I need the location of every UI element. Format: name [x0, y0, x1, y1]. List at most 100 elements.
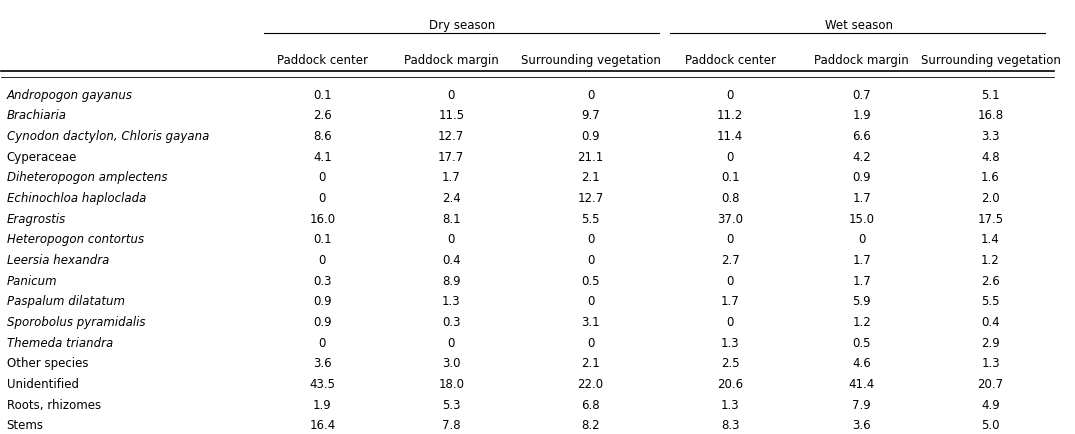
Text: 1.7: 1.7: [720, 295, 740, 308]
Text: 0: 0: [318, 171, 326, 184]
Text: 5.9: 5.9: [852, 295, 871, 308]
Text: 0.4: 0.4: [442, 253, 460, 266]
Text: 2.1: 2.1: [582, 356, 600, 369]
Text: Diheteropogon amplectens: Diheteropogon amplectens: [6, 171, 167, 184]
Text: 1.2: 1.2: [852, 315, 871, 328]
Text: 0: 0: [447, 89, 455, 102]
Text: 2.1: 2.1: [582, 171, 600, 184]
Text: Sporobolus pyramidalis: Sporobolus pyramidalis: [6, 315, 145, 328]
Text: 21.1: 21.1: [577, 150, 604, 163]
Text: 2.9: 2.9: [981, 336, 1000, 349]
Text: 2.0: 2.0: [981, 191, 1000, 204]
Text: 0.7: 0.7: [852, 89, 871, 102]
Text: 9.7: 9.7: [582, 109, 600, 122]
Text: 7.8: 7.8: [442, 418, 460, 431]
Text: 1.7: 1.7: [442, 171, 460, 184]
Text: 22.0: 22.0: [577, 377, 604, 390]
Text: 5.1: 5.1: [981, 89, 1000, 102]
Text: 1.7: 1.7: [852, 274, 871, 287]
Text: 43.5: 43.5: [310, 377, 335, 390]
Text: 5.3: 5.3: [442, 398, 460, 411]
Text: 1.3: 1.3: [720, 398, 740, 411]
Text: 16.0: 16.0: [310, 212, 335, 225]
Text: 8.9: 8.9: [442, 274, 460, 287]
Text: 0.4: 0.4: [981, 315, 1000, 328]
Text: Surrounding vegetation: Surrounding vegetation: [520, 54, 661, 67]
Text: 0.9: 0.9: [313, 315, 332, 328]
Text: 16.8: 16.8: [977, 109, 1004, 122]
Text: Paddock center: Paddock center: [685, 54, 775, 67]
Text: 20.6: 20.6: [717, 377, 743, 390]
Text: 1.7: 1.7: [852, 253, 871, 266]
Text: 0: 0: [587, 253, 594, 266]
Text: Other species: Other species: [6, 356, 88, 369]
Text: 16.4: 16.4: [310, 418, 335, 431]
Text: 0: 0: [727, 89, 734, 102]
Text: 0.8: 0.8: [721, 191, 740, 204]
Text: Themeda triandra: Themeda triandra: [6, 336, 113, 349]
Text: 2.7: 2.7: [720, 253, 740, 266]
Text: 11.2: 11.2: [717, 109, 743, 122]
Text: Paddock margin: Paddock margin: [814, 54, 909, 67]
Text: 11.5: 11.5: [439, 109, 464, 122]
Text: 0: 0: [727, 233, 734, 246]
Text: 12.7: 12.7: [577, 191, 604, 204]
Text: 0.9: 0.9: [313, 295, 332, 308]
Text: 5.0: 5.0: [981, 418, 1000, 431]
Text: 1.7: 1.7: [852, 191, 871, 204]
Text: Cynodon dactylon, Chloris gayana: Cynodon dactylon, Chloris gayana: [6, 130, 209, 143]
Text: 0.1: 0.1: [720, 171, 740, 184]
Text: 4.1: 4.1: [313, 150, 332, 163]
Text: 8.2: 8.2: [582, 418, 600, 431]
Text: 0.9: 0.9: [582, 130, 600, 143]
Text: 1.9: 1.9: [852, 109, 871, 122]
Text: 18.0: 18.0: [439, 377, 464, 390]
Text: Surrounding vegetation: Surrounding vegetation: [920, 54, 1060, 67]
Text: 17.5: 17.5: [977, 212, 1004, 225]
Text: 4.2: 4.2: [852, 150, 871, 163]
Text: 2.6: 2.6: [981, 274, 1000, 287]
Text: 3.1: 3.1: [582, 315, 600, 328]
Text: Paddock center: Paddock center: [277, 54, 368, 67]
Text: 8.6: 8.6: [313, 130, 332, 143]
Text: 0.1: 0.1: [313, 233, 332, 246]
Text: Leersia hexandra: Leersia hexandra: [6, 253, 109, 266]
Text: 1.6: 1.6: [981, 171, 1000, 184]
Text: 1.2: 1.2: [981, 253, 1000, 266]
Text: 1.3: 1.3: [442, 295, 460, 308]
Text: Unidentified: Unidentified: [6, 377, 78, 390]
Text: 0.3: 0.3: [313, 274, 331, 287]
Text: 0.5: 0.5: [582, 274, 600, 287]
Text: 5.5: 5.5: [582, 212, 600, 225]
Text: 2.5: 2.5: [720, 356, 740, 369]
Text: Wet season: Wet season: [825, 19, 893, 31]
Text: 2.4: 2.4: [442, 191, 460, 204]
Text: Heteropogon contortus: Heteropogon contortus: [6, 233, 144, 246]
Text: 0: 0: [318, 191, 326, 204]
Text: Roots, rhizomes: Roots, rhizomes: [6, 398, 101, 411]
Text: 4.9: 4.9: [981, 398, 1000, 411]
Text: 6.8: 6.8: [582, 398, 600, 411]
Text: 1.3: 1.3: [720, 336, 740, 349]
Text: Brachiaria: Brachiaria: [6, 109, 67, 122]
Text: 12.7: 12.7: [439, 130, 464, 143]
Text: 0: 0: [447, 336, 455, 349]
Text: 3.0: 3.0: [442, 356, 460, 369]
Text: 1.4: 1.4: [981, 233, 1000, 246]
Text: Cyperaceae: Cyperaceae: [6, 150, 77, 163]
Text: Panicum: Panicum: [6, 274, 57, 287]
Text: 37.0: 37.0: [717, 212, 743, 225]
Text: 8.3: 8.3: [721, 418, 740, 431]
Text: Stems: Stems: [6, 418, 44, 431]
Text: 11.4: 11.4: [717, 130, 743, 143]
Text: 0: 0: [858, 233, 865, 246]
Text: 0: 0: [318, 253, 326, 266]
Text: 17.7: 17.7: [439, 150, 464, 163]
Text: 0.9: 0.9: [852, 171, 871, 184]
Text: 7.9: 7.9: [852, 398, 871, 411]
Text: Eragrostis: Eragrostis: [6, 212, 66, 225]
Text: 0: 0: [587, 233, 594, 246]
Text: 0: 0: [587, 89, 594, 102]
Text: Paspalum dilatatum: Paspalum dilatatum: [6, 295, 125, 308]
Text: 0: 0: [318, 336, 326, 349]
